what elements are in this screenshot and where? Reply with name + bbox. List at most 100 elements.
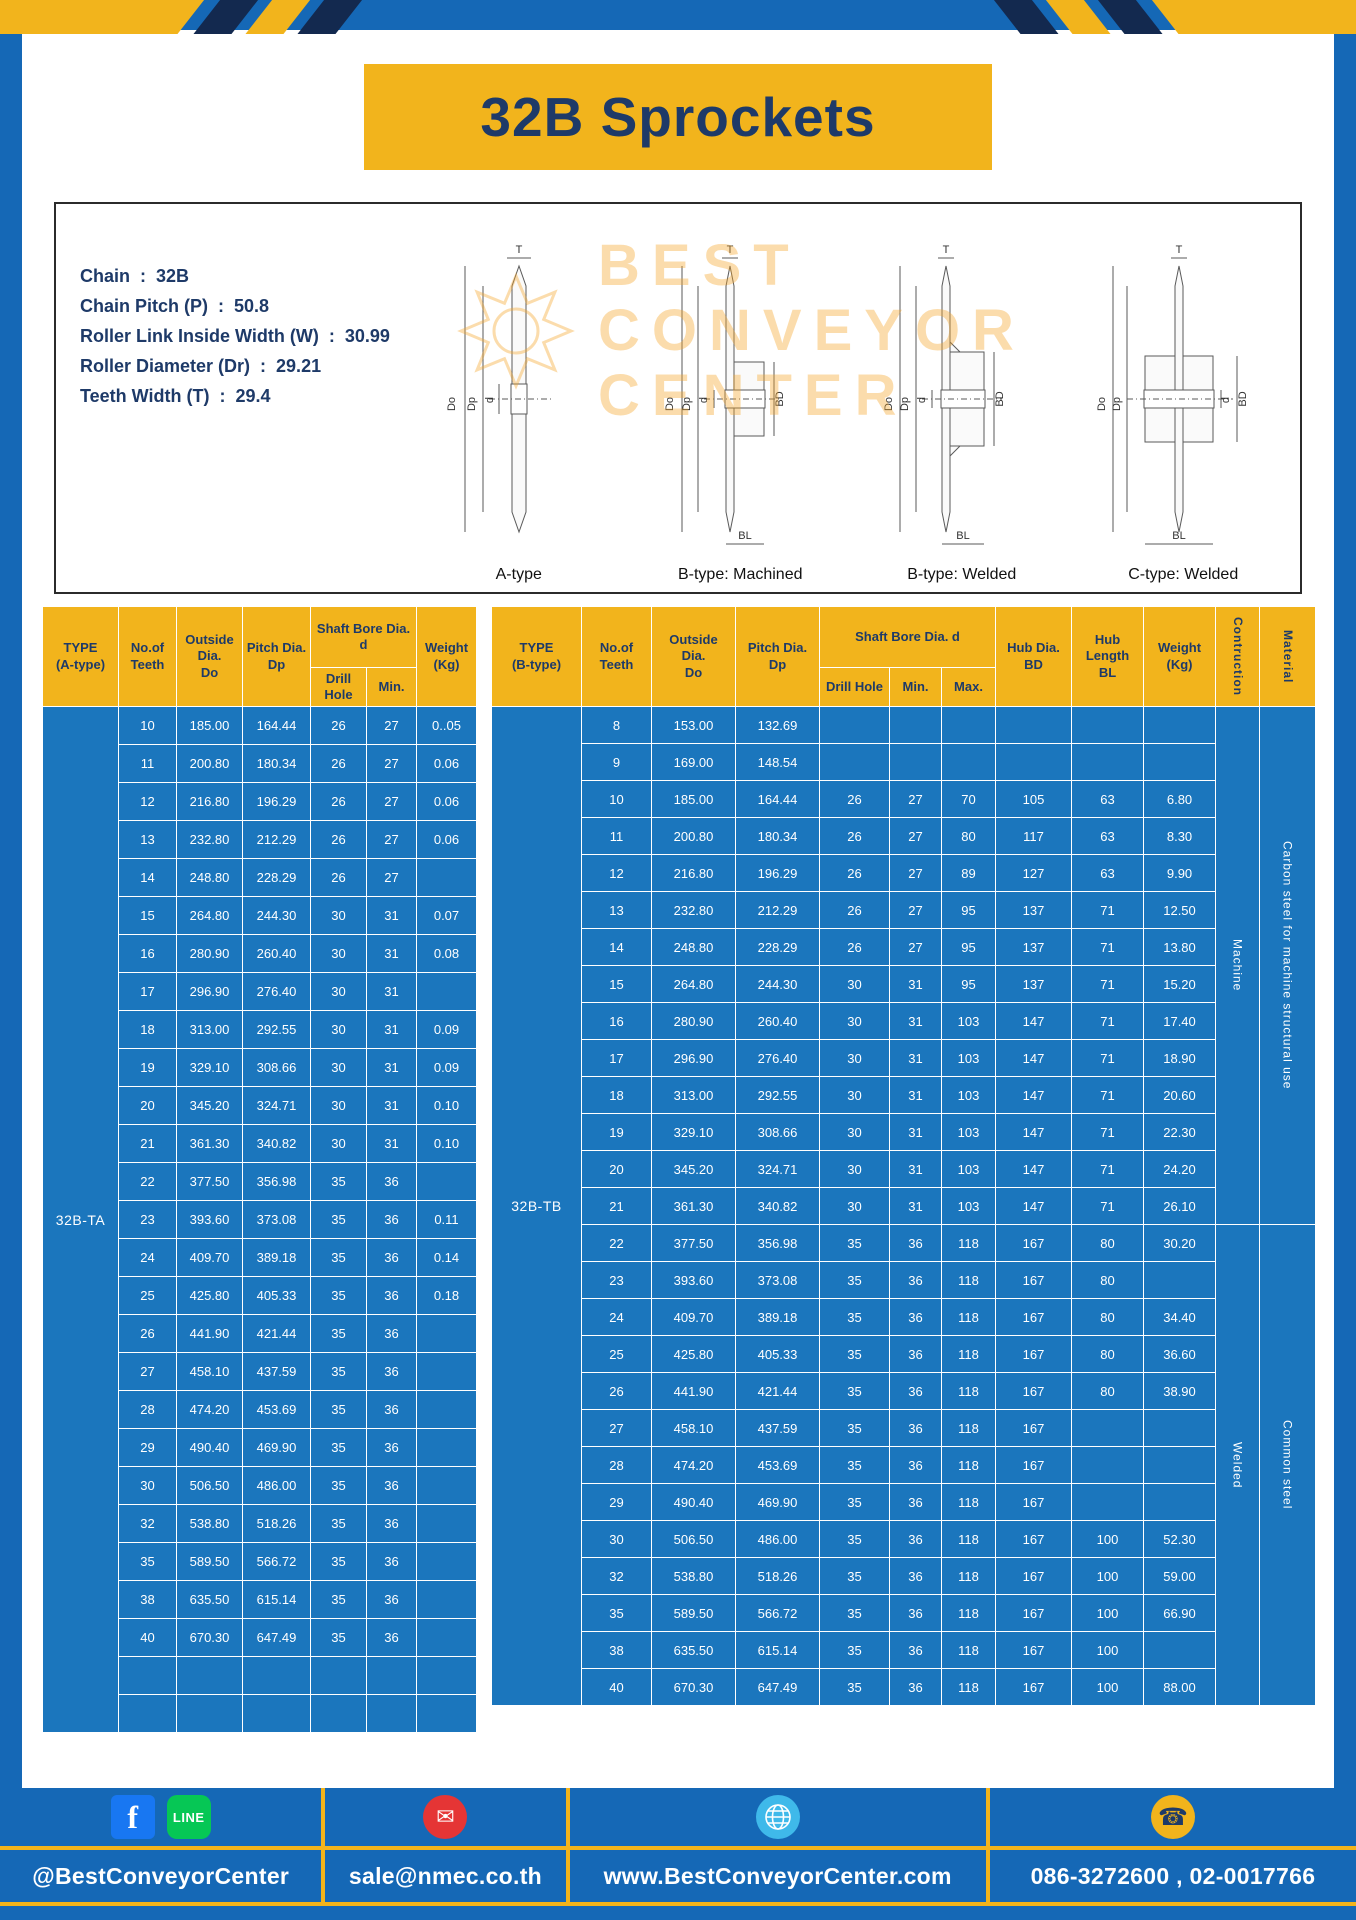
spec-roller-width: Roller Link Inside Width (W) : 30.99: [80, 326, 390, 346]
data-cell: 30: [310, 1010, 367, 1049]
data-cell: 26: [819, 928, 890, 966]
data-cell: 6.80: [1143, 780, 1217, 818]
data-cell: 36: [889, 1224, 942, 1262]
data-cell: 506.50: [651, 1520, 736, 1558]
data-cell: 36: [366, 1238, 417, 1277]
data-cell: [176, 1656, 243, 1695]
data-cell: 100: [1071, 1520, 1145, 1558]
data-cell: 38: [581, 1631, 652, 1669]
data-cell: 264.80: [176, 896, 243, 935]
dim-label-do: Do: [883, 397, 895, 411]
data-cell: 26: [310, 858, 367, 897]
data-cell: 35: [310, 1276, 367, 1315]
table-row: 12 216.80 196.29 26 27 89 127 63 9.90: [492, 854, 1316, 892]
dim-label-dp: Dp: [681, 397, 693, 411]
data-cell: 35: [819, 1557, 890, 1595]
data-cell: 10: [581, 780, 652, 818]
data-cell: [118, 1694, 177, 1733]
data-cell: 36: [889, 1483, 942, 1521]
data-cell: 28: [581, 1446, 652, 1484]
data-cell: 9.90: [1143, 854, 1217, 892]
data-cell: 127: [995, 854, 1073, 892]
data-cell: 118: [940, 1483, 997, 1521]
dim-label-d: d: [698, 397, 710, 403]
data-cell: 36: [366, 1580, 417, 1619]
data-cell: 118: [940, 1446, 997, 1484]
data-cell: 27: [118, 1352, 177, 1391]
data-cell: [176, 1694, 243, 1733]
data-cell: 196.29: [735, 854, 820, 892]
data-cell: [416, 1352, 477, 1391]
data-cell: 30: [819, 1039, 890, 1077]
page-title: 32B Sprockets: [480, 86, 876, 148]
data-cell: 105: [995, 780, 1073, 818]
data-cell: 405.33: [735, 1335, 820, 1373]
data-cell: 132.69: [735, 706, 820, 744]
header-max: Max.: [940, 667, 997, 707]
table-row: 18 313.00 292.55 30 31 0.09: [43, 1010, 477, 1049]
data-cell: 474.20: [651, 1446, 736, 1484]
data-cell: [242, 1656, 311, 1695]
data-cell: 20: [581, 1150, 652, 1188]
data-cell: 30: [819, 1002, 890, 1040]
data-cell: 16: [118, 934, 177, 973]
footer-social-handle: @BestConveyorCenter: [0, 1846, 322, 1906]
data-cell: 164.44: [735, 780, 820, 818]
data-cell: 26: [819, 891, 890, 929]
data-cell: [416, 1314, 477, 1353]
table-row: 25 425.80 405.33 35 36 0.18: [43, 1276, 477, 1315]
data-cell: 27: [366, 820, 417, 859]
spec-roller-diameter: Roller Diameter (Dr) : 29.21: [80, 356, 322, 376]
data-cell: 9: [581, 743, 652, 781]
data-cell: 260.40: [242, 934, 311, 973]
data-cell: [1143, 706, 1217, 744]
globe-icon: [755, 1795, 800, 1839]
data-cell: 313.00: [651, 1076, 736, 1114]
footer: f LINE @BestConveyorCenter ✉ sale@nmec.c…: [0, 1788, 1356, 1920]
data-cell: [416, 1542, 477, 1581]
data-cell: 31: [889, 1039, 942, 1077]
header-hub-dia: Hub Dia. BD: [995, 606, 1073, 707]
data-cell: 71: [1071, 1113, 1145, 1151]
table-row: 10 185.00 164.44 26 27 70 105 63 6.80: [492, 780, 1316, 818]
data-cell: 0..05: [416, 706, 477, 745]
header-hub-length: Hub Length BL: [1071, 606, 1145, 707]
data-cell: 26: [310, 782, 367, 821]
data-cell: 248.80: [176, 858, 243, 897]
data-cell: 14: [118, 858, 177, 897]
data-cell: 80: [1071, 1224, 1145, 1262]
data-cell: [995, 706, 1073, 744]
data-cell: [1143, 1483, 1217, 1521]
data-cell: 0.06: [416, 820, 477, 859]
data-cell: 38: [118, 1580, 177, 1619]
data-cell: 100: [1071, 1557, 1145, 1595]
data-cell: 89: [940, 854, 997, 892]
drawing-caption: B-type: Machined: [677, 566, 803, 583]
construction-cell: Welded: [1215, 1224, 1261, 1706]
data-cell: 100: [1071, 1668, 1145, 1706]
data-cell: [416, 1162, 477, 1201]
c-type-welded-drawing: T Do Dp d BD: [1096, 244, 1249, 545]
data-cell: 506.50: [176, 1466, 243, 1505]
data-cell: 35: [310, 1390, 367, 1429]
dim-label-d: d: [1220, 397, 1232, 403]
data-cell: 32: [581, 1557, 652, 1595]
data-cell: 405.33: [242, 1276, 311, 1315]
dim-label-do: Do: [664, 397, 676, 411]
drawings-row: T Do Dp d A-type: [408, 208, 1294, 590]
data-cell: [1143, 1631, 1217, 1669]
dim-label-dp: Dp: [466, 397, 478, 411]
data-cell: 13: [118, 820, 177, 859]
table-row: 32B-TA 10 185.00 164.44 26 27 0..05: [42, 706, 477, 1733]
data-cell: 16: [581, 1002, 652, 1040]
table-row: 27 458.10 437.59 35 36 118 167: [492, 1409, 1316, 1447]
data-cell: 30: [310, 1124, 367, 1163]
data-cell: 421.44: [242, 1314, 311, 1353]
table-row: 29 490.40 469.90 35 36: [43, 1428, 477, 1467]
table-row: 40 670.30 647.49 35 36: [43, 1618, 477, 1657]
table-row: 19 329.10 308.66 30 31 103 147 71 22.30: [492, 1113, 1316, 1151]
data-cell: 437.59: [735, 1409, 820, 1447]
data-cell: 147: [995, 1150, 1073, 1188]
data-cell: 29: [118, 1428, 177, 1467]
data-cell: 167: [995, 1224, 1073, 1262]
